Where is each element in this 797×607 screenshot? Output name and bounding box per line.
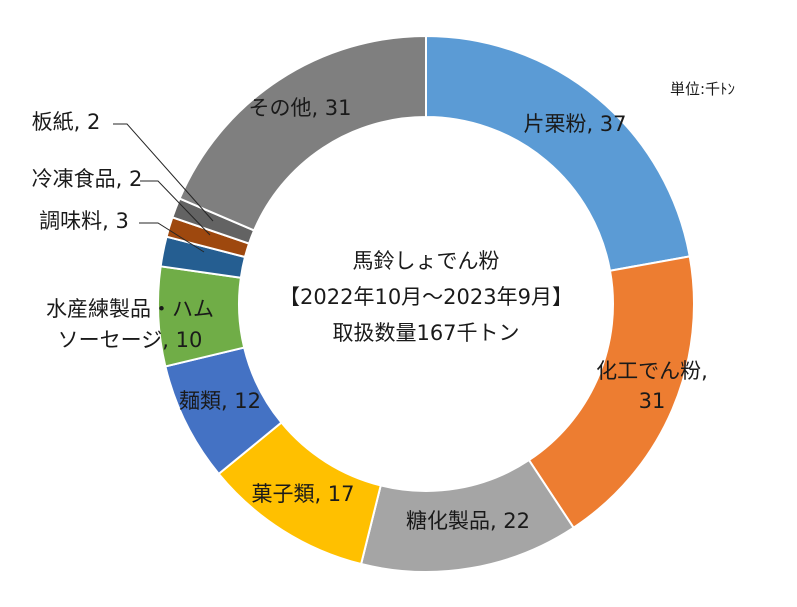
leader-line-9 bbox=[113, 123, 214, 222]
slice-label-2: 化工でん粉, 31 bbox=[596, 359, 708, 413]
leader-lines bbox=[113, 123, 214, 253]
slice-label-6: 水産練製品・ハムソーセージ, 10 bbox=[46, 297, 214, 352]
slice-label-9: 板紙, 2 bbox=[32, 110, 101, 134]
slice-label-5: 麺類, 12 bbox=[179, 389, 261, 413]
slice-label-4: 菓子類, 17 bbox=[251, 482, 354, 506]
center-title-line1: 馬鈴しょでん粉 bbox=[353, 249, 500, 273]
leader-line-7 bbox=[139, 222, 205, 253]
leader-line-8 bbox=[140, 180, 211, 236]
slice-labels: 片栗粉, 37 化工でん粉, 31 糖化製品, 22 菓子類, 17 麺類, 12 水産練製… bbox=[32, 96, 708, 533]
slice-label-8: 冷凍食品, 2 bbox=[32, 167, 143, 191]
donut-slices bbox=[157, 34, 695, 573]
slice-label-10: その他, 31 bbox=[248, 96, 351, 120]
slice-1 bbox=[425, 34, 691, 272]
center-title-line3: 取扱数量167千トン bbox=[332, 321, 519, 345]
slice-label-7: 調味料, 3 bbox=[39, 209, 129, 233]
center-title-line2: 【2022年10月～2023年9月】 bbox=[279, 285, 573, 309]
slice-10 bbox=[178, 34, 427, 232]
slice-label-1: 片栗粉, 37 bbox=[523, 112, 626, 136]
unit-label: 単位:千ﾄﾝ bbox=[670, 80, 735, 98]
slice-label-3: 糖化製品, 22 bbox=[406, 509, 530, 533]
